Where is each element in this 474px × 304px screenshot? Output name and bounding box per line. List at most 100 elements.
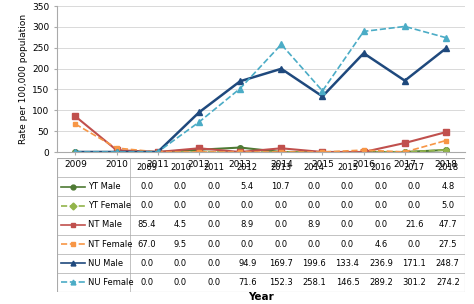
Text: 289.2: 289.2 (369, 278, 393, 287)
Text: 0.0: 0.0 (408, 182, 421, 191)
NU Male (73, 150, 78, 154)
NT Female (361, 148, 366, 152)
YT Female (278, 150, 284, 154)
YT Male (237, 146, 243, 149)
NT Female (402, 150, 408, 154)
Text: 0.0: 0.0 (341, 182, 354, 191)
YT Male (73, 150, 78, 154)
NU Male (361, 51, 366, 55)
Text: 0.0: 0.0 (140, 201, 154, 210)
YT Male (402, 150, 408, 154)
NU Female (155, 150, 161, 154)
Text: 0.0: 0.0 (207, 201, 220, 210)
NT Female (443, 139, 449, 142)
Text: 0.0: 0.0 (241, 240, 254, 249)
NT Male (319, 150, 325, 154)
NU Female (73, 150, 78, 154)
Text: 8.9: 8.9 (308, 220, 321, 230)
Text: 0.0: 0.0 (374, 201, 388, 210)
Text: 0.0: 0.0 (207, 259, 220, 268)
Text: 152.3: 152.3 (269, 278, 292, 287)
Text: 0.0: 0.0 (274, 240, 287, 249)
Text: 9.5: 9.5 (174, 240, 187, 249)
Text: 2012: 2012 (237, 163, 258, 172)
Line: NU Female: NU Female (73, 24, 449, 155)
Text: 5.4: 5.4 (241, 182, 254, 191)
NT Female (196, 150, 202, 154)
NT Female (73, 122, 78, 126)
Text: 0.0: 0.0 (341, 220, 354, 230)
Text: 301.2: 301.2 (402, 278, 426, 287)
Text: 0.0: 0.0 (174, 182, 187, 191)
YT Female (196, 150, 202, 154)
Text: 4.6: 4.6 (374, 240, 388, 249)
Text: YT Female: YT Female (88, 201, 131, 210)
NU Male (443, 47, 449, 50)
NU Female (402, 25, 408, 28)
Text: 0.0: 0.0 (207, 240, 220, 249)
Text: 2011: 2011 (203, 163, 224, 172)
Text: 21.6: 21.6 (405, 220, 424, 230)
YT Male (114, 150, 119, 154)
YT Female (402, 150, 408, 154)
NU Male (402, 79, 408, 82)
YT Male (319, 150, 325, 154)
Text: 2014: 2014 (304, 163, 325, 172)
NU Male (196, 111, 202, 114)
Text: NT Male: NT Male (88, 220, 122, 230)
Text: 0.0: 0.0 (174, 278, 187, 287)
NT Female (114, 146, 119, 150)
YT Female (73, 150, 78, 154)
Text: 0.0: 0.0 (274, 220, 287, 230)
NT Male (443, 130, 449, 134)
Text: 199.6: 199.6 (302, 259, 326, 268)
Text: 2013: 2013 (270, 163, 291, 172)
NT Male (73, 115, 78, 118)
YT Male (361, 150, 366, 154)
NU Male (319, 95, 325, 98)
YT Female (361, 150, 366, 154)
NT Male (196, 147, 202, 150)
Text: 0.0: 0.0 (308, 240, 321, 249)
Text: 2016: 2016 (370, 163, 392, 172)
NT Male (155, 150, 161, 154)
Text: 0.0: 0.0 (174, 201, 187, 210)
Text: 67.0: 67.0 (137, 240, 156, 249)
NU Male (114, 150, 119, 154)
Text: NU Female: NU Female (88, 278, 133, 287)
Text: 0.0: 0.0 (374, 182, 388, 191)
Text: 146.5: 146.5 (336, 278, 359, 287)
NU Female (361, 29, 366, 33)
Text: YT Male: YT Male (88, 182, 120, 191)
YT Male (443, 148, 449, 152)
Text: NT Female: NT Female (88, 240, 132, 249)
Text: 274.2: 274.2 (436, 278, 460, 287)
YT Female (443, 148, 449, 152)
YT Male (278, 150, 284, 154)
Text: 0.0: 0.0 (174, 259, 187, 268)
NT Male (114, 148, 119, 152)
Text: 2018: 2018 (437, 163, 458, 172)
Line: NT Female: NT Female (73, 122, 448, 154)
NT Female (155, 150, 161, 154)
YT Female (319, 150, 325, 154)
Text: 4.5: 4.5 (174, 220, 187, 230)
Text: 2009: 2009 (137, 163, 157, 172)
Y-axis label: Rate per 100,000 population: Rate per 100,000 population (19, 14, 28, 144)
Text: 0.0: 0.0 (207, 220, 220, 230)
YT Male (196, 148, 202, 152)
NU Male (237, 79, 243, 83)
Text: 27.5: 27.5 (438, 240, 457, 249)
YT Female (155, 150, 161, 154)
Text: 2017: 2017 (404, 163, 425, 172)
Text: 4.8: 4.8 (441, 182, 455, 191)
NT Male (237, 150, 243, 154)
Text: 0.0: 0.0 (408, 201, 421, 210)
NT Female (319, 150, 325, 154)
Text: 71.6: 71.6 (238, 278, 256, 287)
Text: 0.0: 0.0 (140, 182, 154, 191)
Text: 47.7: 47.7 (438, 220, 457, 230)
Line: YT Male: YT Male (73, 145, 449, 155)
Line: NU Male: NU Male (72, 45, 449, 155)
Text: 0.0: 0.0 (341, 201, 354, 210)
